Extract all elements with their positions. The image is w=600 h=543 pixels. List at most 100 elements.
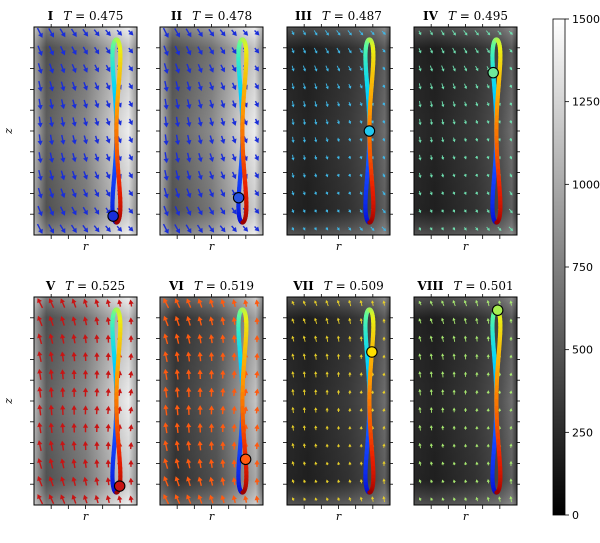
velocity-arrowhead — [197, 157, 203, 163]
velocity-arrowhead — [486, 390, 490, 394]
velocity-arrowhead — [197, 440, 203, 446]
velocity-arrowhead — [37, 122, 43, 128]
velocity-arrowhead — [220, 174, 226, 180]
velocity-arrowhead — [452, 139, 456, 143]
velocity-arrowhead — [208, 405, 215, 410]
velocity-arrowhead — [163, 315, 169, 321]
velocity-arrowhead — [60, 494, 65, 500]
velocity-arrowhead — [441, 335, 445, 339]
velocity-arrowhead — [509, 336, 513, 340]
colorbar-gradient — [552, 18, 566, 516]
velocity-arrowhead — [128, 173, 133, 179]
velocity-arrowhead — [452, 209, 456, 213]
velocity-arrowhead — [175, 210, 181, 216]
velocity-arrowhead — [314, 479, 318, 483]
velocity-arrowhead — [48, 422, 54, 428]
velocity-arrowhead — [474, 173, 478, 178]
velocity-arrowhead — [174, 476, 180, 482]
velocity-arrowhead — [475, 50, 479, 54]
velocity-arrowhead — [128, 191, 133, 197]
velocity-arrowhead — [197, 458, 203, 464]
velocity-arrowhead — [128, 226, 134, 232]
velocity-arrowhead — [175, 50, 181, 56]
colorbar-tick-label: 500 — [572, 344, 593, 357]
velocity-arrowhead — [336, 209, 340, 213]
velocity-arrowhead — [314, 353, 318, 357]
velocity-arrowhead — [60, 333, 66, 339]
velocity-arrowhead — [314, 335, 318, 339]
velocity-arrowhead — [128, 495, 134, 501]
velocity-arrowhead — [82, 351, 89, 357]
velocity-arrowhead — [49, 86, 55, 92]
velocity-arrowhead — [291, 50, 295, 54]
velocity-arrowhead — [418, 192, 422, 196]
velocity-arrowhead — [82, 441, 89, 446]
velocity-arrowhead — [291, 227, 295, 231]
velocity-arrowhead — [336, 299, 340, 304]
panel-title: IV T = 0.495 — [423, 9, 508, 23]
velocity-arrowhead — [291, 442, 295, 446]
velocity-arrowhead — [418, 318, 422, 322]
velocity-arrowhead — [208, 476, 215, 482]
velocity-arrowhead — [231, 120, 237, 126]
velocity-arrowhead — [464, 479, 468, 483]
velocity-arrowhead — [83, 227, 89, 233]
velocity-arrowhead — [71, 157, 77, 163]
velocity-arrowhead — [509, 228, 514, 232]
velocity-arrowhead — [429, 317, 433, 322]
velocity-arrowhead — [254, 48, 260, 54]
x-axis-label: r — [209, 240, 215, 253]
velocity-arrowhead — [94, 477, 100, 482]
velocity-arrowhead — [71, 351, 77, 357]
velocity-arrowhead — [105, 102, 111, 108]
velocity-arrowhead — [48, 476, 54, 482]
velocity-arrowhead — [429, 353, 433, 357]
velocity-arrowhead — [313, 191, 317, 196]
velocity-arrowhead — [429, 371, 433, 375]
velocity-arrowhead — [429, 139, 433, 143]
velocity-arrowhead — [325, 353, 329, 357]
velocity-arrowhead — [163, 86, 169, 92]
velocity-arrowhead — [82, 387, 89, 393]
velocity-arrowhead — [486, 496, 490, 500]
velocity-arrowhead — [452, 443, 456, 447]
velocity-arrowhead — [325, 174, 329, 178]
velocity-arrowhead — [441, 86, 445, 90]
velocity-arrowhead — [302, 122, 307, 126]
velocity-arrowhead — [49, 68, 55, 74]
velocity-arrowhead — [429, 443, 434, 447]
velocity-arrowhead — [452, 389, 456, 393]
velocity-arrowhead — [37, 351, 43, 357]
velocity-arrowhead — [254, 335, 260, 340]
velocity-arrowhead — [348, 425, 352, 429]
velocity-arrowhead — [208, 387, 215, 393]
velocity-arrowhead — [175, 86, 181, 92]
velocity-arrowhead — [463, 425, 468, 429]
velocity-arrowhead — [220, 298, 226, 304]
velocity-arrowhead — [291, 318, 295, 322]
velocity-arrowhead — [441, 371, 445, 375]
velocity-arrowhead — [452, 497, 456, 501]
velocity-arrowhead — [186, 104, 192, 110]
velocity-arrowhead — [509, 67, 513, 71]
velocity-arrowhead — [348, 85, 352, 89]
velocity-arrowhead — [314, 389, 318, 393]
velocity-arrowhead — [498, 496, 502, 500]
velocity-arrowhead — [197, 387, 203, 392]
velocity-arrowhead — [429, 157, 433, 161]
velocity-arrowhead — [208, 139, 215, 145]
velocity-arrowhead — [163, 404, 169, 410]
velocity-arrowhead — [186, 122, 192, 127]
velocity-arrowhead — [302, 407, 306, 410]
trajectory-curve — [110, 307, 123, 495]
velocity-arrowhead — [163, 175, 169, 181]
velocity-arrowhead — [208, 316, 215, 322]
velocity-arrowhead — [497, 138, 501, 142]
velocity-arrowhead — [314, 156, 318, 161]
velocity-arrowhead — [418, 175, 422, 179]
velocity-arrowhead — [220, 459, 226, 464]
phase-marker — [363, 125, 376, 137]
velocity-arrowhead — [336, 317, 340, 321]
velocity-arrowhead — [231, 102, 237, 108]
velocity-arrowhead — [174, 122, 181, 128]
